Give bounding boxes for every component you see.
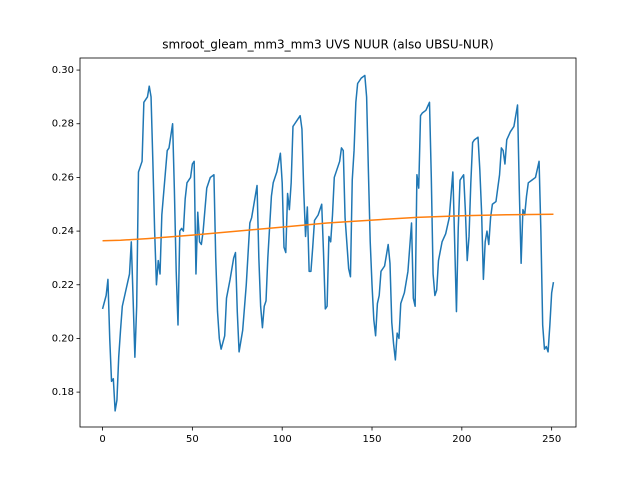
x-tick-label: 0 [99,434,105,445]
x-tick-label: 250 [542,434,561,445]
y-tick-label: 0.26 [52,172,74,183]
y-tick-label: 0.24 [52,226,74,237]
x-tick-label: 50 [186,434,199,445]
y-tick-label: 0.20 [52,333,74,344]
y-tick-label: 0.30 [52,65,74,76]
line-series [101,74,555,412]
plot-frame [79,57,577,428]
x-tick-label: 100 [273,434,292,445]
y-tick-label: 0.28 [52,119,74,130]
line-series [102,213,554,242]
y-tick-label: 0.18 [52,387,74,398]
x-tick-label: 150 [362,434,381,445]
chart-title: smroot_gleam_mm3_mm3 UVS NUUR (also UBSU… [162,38,493,52]
y-tick-label: 0.22 [52,280,74,291]
x-tick-label: 200 [452,434,471,445]
